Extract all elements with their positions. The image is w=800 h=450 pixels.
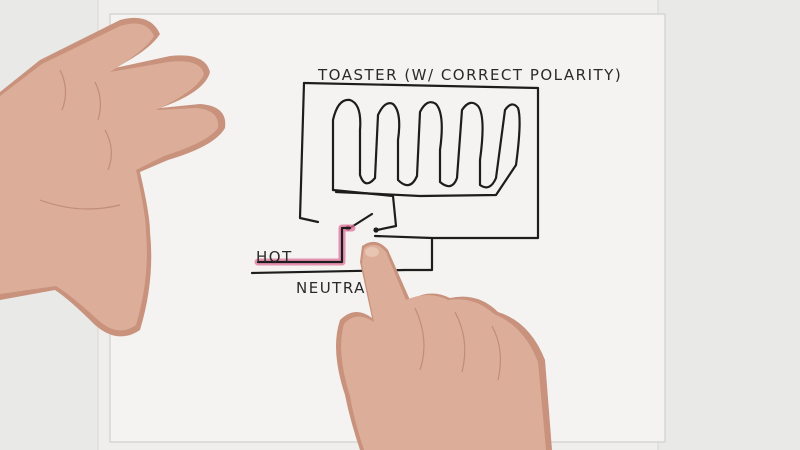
pointing-hand-icon xyxy=(336,241,552,450)
toaster-enclosure-bottom xyxy=(373,234,434,240)
heating-element xyxy=(331,98,521,198)
toaster-enclosure-left xyxy=(298,81,320,224)
toaster-enclosure-right xyxy=(302,81,540,272)
neutral-label: NEUTRA xyxy=(296,279,366,297)
hot-label: HOT xyxy=(256,248,293,266)
hot-wire xyxy=(256,226,352,264)
left-hand-icon xyxy=(0,17,226,337)
diagram-title: TOASTER (W/ CORRECT POLARITY) xyxy=(317,66,622,84)
element-lead xyxy=(331,188,398,232)
switch-contact-right xyxy=(373,227,379,233)
fingernail xyxy=(365,247,379,257)
